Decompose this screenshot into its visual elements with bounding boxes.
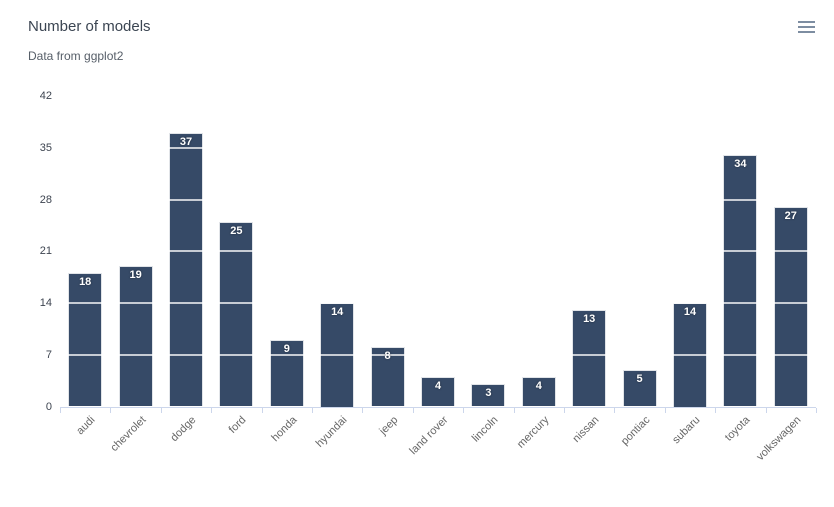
bar-land-rover[interactable]: [421, 376, 455, 407]
x-axis-label-mercury: mercury: [514, 413, 552, 451]
bar-value-label: 14: [331, 306, 344, 318]
bar-toyota[interactable]: [723, 155, 758, 407]
bar-value-label: 18: [79, 276, 92, 289]
bar-ford[interactable]: [219, 221, 254, 407]
bar-nissan[interactable]: [572, 310, 607, 407]
x-axis-line: [60, 406, 816, 408]
x-axis-label-pontiac: pontiac: [618, 413, 653, 448]
x-axis-tick: [110, 407, 112, 413]
x-axis-label-subaru: subaru: [670, 413, 703, 446]
y-axis-label: 28: [39, 193, 52, 206]
bar-value-label: 5: [636, 372, 643, 385]
bar-chart: Number of models Data from ggplot2 18 19 3…: [28, 17, 818, 463]
bar-value-label: 14: [683, 306, 697, 318]
x-axis-tick: [60, 407, 61, 413]
x-axis-tick: [160, 407, 162, 413]
gridline-y-42: [60, 95, 816, 97]
y-axis-label: 14: [39, 297, 52, 309]
x-axis-label-hyundai: hyundai: [313, 413, 350, 450]
bar-dodge[interactable]: [169, 132, 203, 407]
x-axis-tick: [664, 407, 666, 413]
bar-honda[interactable]: [269, 339, 304, 407]
x-axis-label-honda: honda: [269, 413, 300, 444]
x-axis-label-ford: ford: [226, 413, 249, 436]
x-axis-tick: [614, 407, 616, 413]
bar-value-label: 25: [230, 224, 243, 237]
plot-area: 18 19 37 25 9 14 8 4 3 4 13 5 14 34 27 0 7 14 21 28 35 42 audi…: [39, 90, 817, 463]
bar-value-label: 37: [179, 135, 193, 148]
bar-pontiac[interactable]: [622, 369, 657, 407]
bar-jeep[interactable]: [370, 347, 405, 407]
x-axis-tick: [362, 407, 364, 413]
bar-value-label: 3: [485, 387, 492, 400]
gridline-y-14: [60, 302, 816, 304]
x-axis-tick: [463, 407, 465, 413]
gridline-y-7: [60, 353, 816, 356]
context-menu-button[interactable]: [794, 17, 818, 37]
chart-title: Number of models: [28, 18, 151, 35]
x-axis-label-audi: audi: [74, 413, 98, 437]
x-axis-tick: [564, 407, 565, 413]
bar-value-label: 13: [583, 313, 596, 326]
bar-volkswagen[interactable]: [773, 206, 808, 407]
x-axis-label-lincoln: lincoln: [470, 413, 501, 445]
gridline-y-35: [60, 146, 816, 149]
gridline-y-21: [60, 250, 816, 253]
hamburger-menu-icon: [797, 20, 815, 34]
x-axis-label-land-rover: land rover: [407, 413, 451, 457]
x-axis-tick: [261, 407, 263, 413]
bar-value-label: 19: [129, 269, 142, 282]
bar-value-label: 34: [734, 158, 747, 171]
x-axis-label-dodge: dodge: [168, 413, 199, 444]
x-axis-tick: [816, 407, 817, 413]
x-axis-tick: [211, 407, 213, 413]
bar-chevrolet[interactable]: [118, 266, 153, 407]
x-axis-tick: [312, 407, 313, 413]
x-axis-label-volkswagen: volkswagen: [754, 413, 804, 463]
y-axis-label: 35: [39, 141, 52, 154]
bar-lincoln[interactable]: [471, 384, 506, 407]
x-axis-label-chevrolet: chevrolet: [108, 413, 149, 454]
x-axis-tick: [412, 407, 414, 413]
x-axis-label-nissan: nissan: [570, 413, 602, 445]
x-axis-tick: [765, 407, 767, 413]
x-axis-label-toyota: toyota: [723, 413, 753, 444]
x-axis-tick: [513, 407, 515, 413]
y-axis-label: 21: [39, 245, 52, 258]
bar-value-label: 9: [283, 342, 290, 355]
chart-subtitle: Data from ggplot2: [28, 49, 124, 63]
y-axis-label: 7: [45, 348, 52, 361]
y-axis-label: 0: [45, 400, 52, 413]
x-axis-tick: [715, 407, 717, 413]
y-axis-label: 42: [39, 90, 52, 102]
bar-audi[interactable]: [68, 273, 103, 407]
x-axis-label-jeep: jeep: [376, 413, 401, 437]
bar-value-label: 4: [434, 379, 442, 392]
gridline-y-28: [60, 198, 816, 201]
bar-value-label: 27: [784, 209, 797, 222]
bar-mercury[interactable]: [521, 376, 556, 407]
bar-value-label: 4: [535, 379, 542, 392]
bar-value-label: 8: [384, 350, 391, 363]
